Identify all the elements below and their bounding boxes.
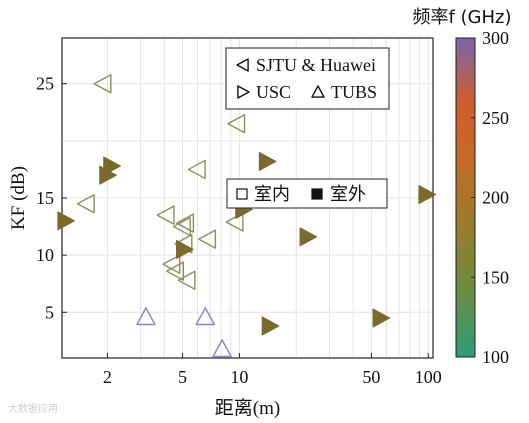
- x-axis-label: 距离(m): [215, 397, 280, 419]
- legend-scenario: 室内 室外: [226, 178, 388, 209]
- y-axis-label: KF (dB): [8, 166, 29, 230]
- data-point-triangle-left: [187, 159, 206, 180]
- data-point-triangle-right: [258, 151, 277, 171]
- colorbar-ticks: 100 150 200 250 300: [471, 28, 509, 367]
- data-point-triangle-left: [225, 212, 244, 232]
- data-point-triangle-right: [372, 308, 391, 328]
- x-tick-label: 50: [362, 367, 380, 387]
- data-point-triangle-up: [212, 339, 232, 358]
- data-point-triangle-left: [227, 114, 246, 134]
- data-point-triangle-left: [156, 205, 175, 225]
- colorbar-tick-label: 200: [482, 188, 509, 208]
- colorbar-label: 频率f (GHz): [412, 7, 511, 28]
- colorbar-tick-label: 150: [482, 267, 509, 287]
- colorbar-tick-label: 300: [482, 28, 509, 48]
- legend-triangle-up-icon: [311, 85, 325, 98]
- legend-label: USC: [256, 82, 291, 102]
- colorbar-tick-label: 100: [482, 347, 509, 367]
- data-point-triangle-left: [176, 213, 195, 233]
- x-tick-label: 2: [103, 367, 112, 387]
- legend-triangle-right-icon: [237, 85, 250, 99]
- watermark: 大数据应用: [8, 402, 58, 415]
- x-tick-label: 10: [230, 367, 248, 387]
- data-point-triangle-right: [57, 211, 75, 231]
- data-point-triangle-up: [195, 307, 216, 326]
- data-point-triangle-left: [177, 270, 196, 290]
- colorbar-tick-label: 250: [482, 108, 509, 128]
- legend-box: [225, 47, 390, 110]
- legend-triangle-left-icon: [236, 58, 249, 72]
- data-point-triangle-right: [176, 239, 194, 259]
- data-point-triangle-left: [76, 194, 95, 214]
- data-point-triangle-right: [103, 156, 121, 176]
- y-tick-label: 5: [45, 302, 54, 322]
- legend-source: SJTU & Huawei USC TUBS: [225, 47, 390, 110]
- data-point-triangle-right: [418, 185, 437, 205]
- data-point-triangle-right: [299, 227, 318, 247]
- data-point-triangle-left: [93, 74, 112, 94]
- legend-label: TUBS: [331, 82, 377, 102]
- y-tick-label: 15: [36, 188, 54, 208]
- data-marks: [57, 74, 437, 358]
- data-point-triangle-right: [261, 316, 280, 336]
- legend-label: SJTU & Huawei: [256, 55, 376, 75]
- legend-label: 室内: [254, 184, 290, 204]
- data-point-triangle-left: [198, 229, 217, 249]
- y-tick-label: 25: [36, 74, 54, 94]
- data-point-triangle-left: [165, 261, 185, 281]
- legend-box: [226, 178, 388, 209]
- y-tick-label: 10: [36, 245, 54, 265]
- legend-square-open-icon: [236, 188, 248, 200]
- legend-square-filled-icon: [311, 188, 323, 200]
- data-point-triangle-left: [172, 216, 191, 237]
- x-tick-label: 5: [178, 367, 187, 387]
- legend-label: 室外: [330, 184, 366, 204]
- x-tick-label: 100: [415, 367, 442, 387]
- data-point-triangle-up: [136, 307, 156, 326]
